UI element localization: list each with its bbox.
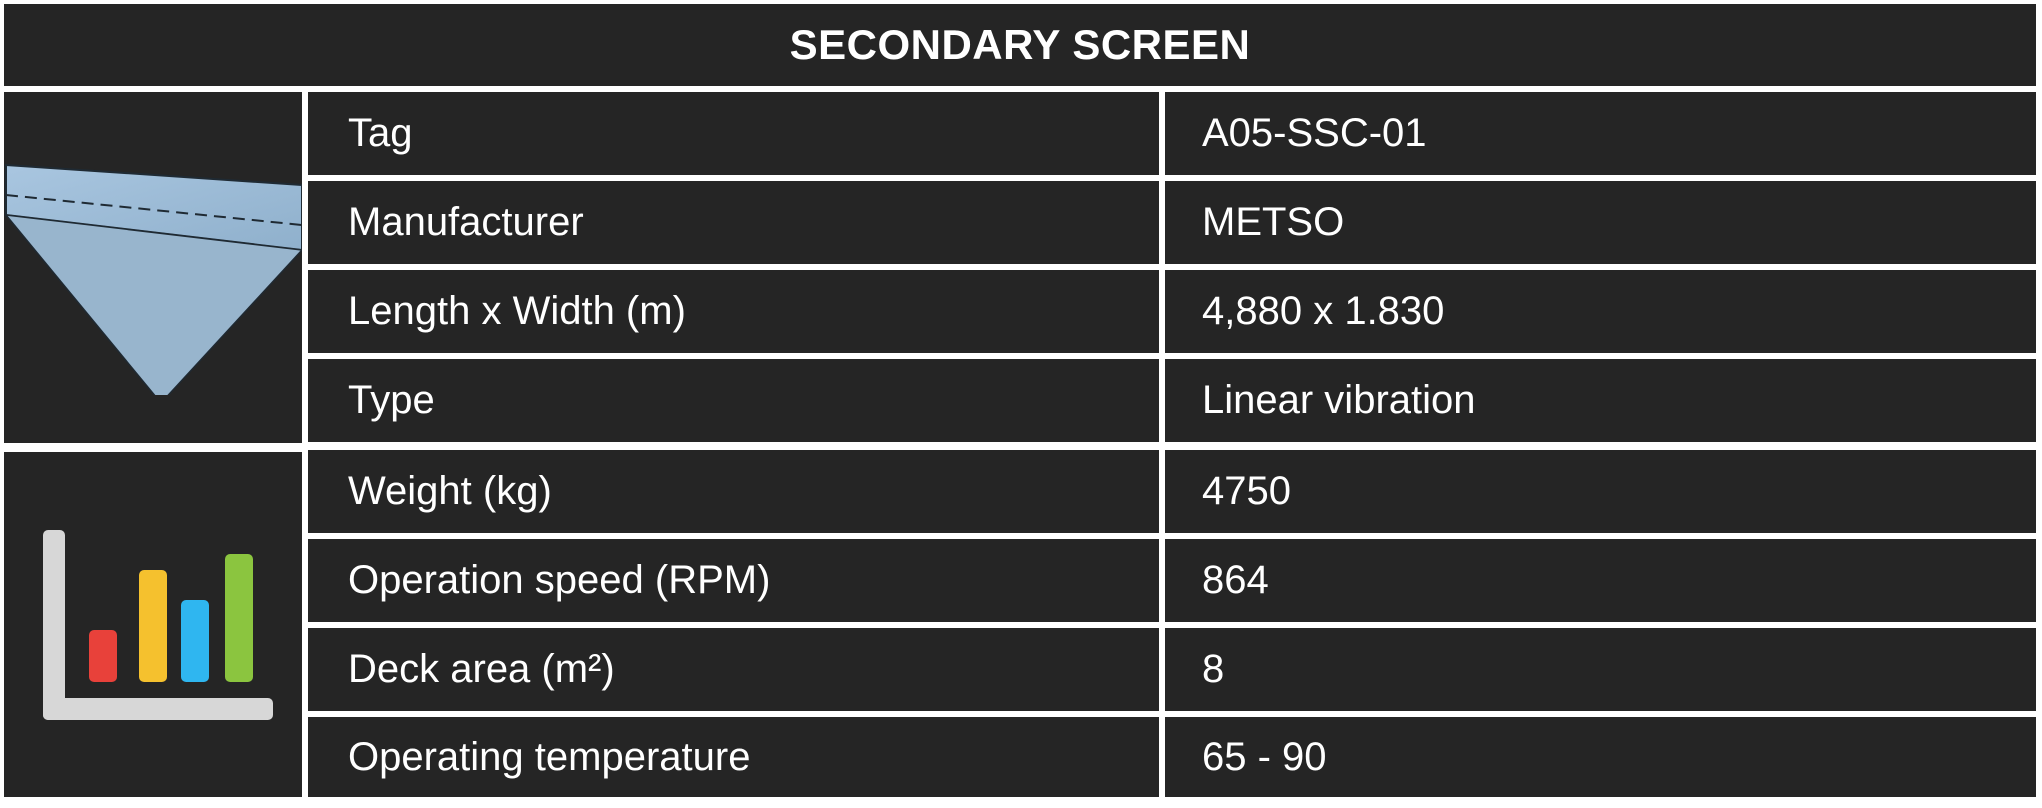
performance-image-cell <box>4 452 302 797</box>
row-value: 4,880 x 1.830 <box>1165 270 2036 353</box>
table-row: Operating temperature 65 - 90 <box>308 717 2036 797</box>
page-title: SECONDARY SCREEN <box>4 4 2036 86</box>
row-label: Tag <box>308 92 1159 175</box>
row-value: 4750 <box>1165 450 2036 533</box>
table-row: Weight (kg) 4750 <box>308 450 2036 533</box>
table-row: Length x Width (m) 4,880 x 1.830 <box>308 270 2036 353</box>
row-value: 8 <box>1165 628 2036 711</box>
row-value: METSO <box>1165 181 2036 264</box>
equipment-image-cell <box>4 92 304 443</box>
table-row: Deck area (m²) 8 <box>308 628 2036 711</box>
row-value: 864 <box>1165 539 2036 622</box>
table-row: Type Linear vibration <box>308 359 2036 442</box>
row-value: A05-SSC-01 <box>1165 92 2036 175</box>
table-row: Manufacturer METSO <box>308 181 2036 264</box>
table-row: Tag A05-SSC-01 <box>308 92 2036 175</box>
screen-deck-icon <box>4 135 304 405</box>
row-label: Weight (kg) <box>308 450 1159 533</box>
bar-chart-icon <box>23 512 283 737</box>
table-row: Operation speed (RPM) 864 <box>308 539 2036 622</box>
row-label: Operating temperature <box>308 717 1159 797</box>
row-value: 65 - 90 <box>1165 717 2036 797</box>
row-label: Type <box>308 359 1159 442</box>
row-label: Manufacturer <box>308 181 1159 264</box>
row-label: Operation speed (RPM) <box>308 539 1159 622</box>
row-label: Deck area (m²) <box>308 628 1159 711</box>
row-value: Linear vibration <box>1165 359 2036 442</box>
row-label: Length x Width (m) <box>308 270 1159 353</box>
